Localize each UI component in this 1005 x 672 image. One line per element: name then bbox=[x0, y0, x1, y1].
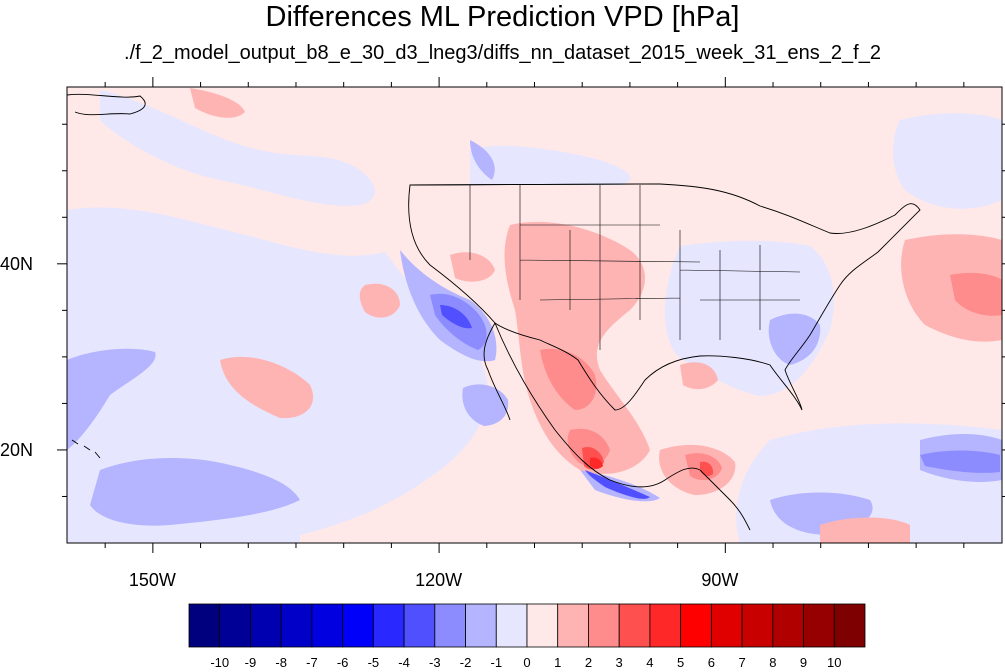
colorbar-label: -5 bbox=[367, 655, 380, 670]
canada-border bbox=[409, 183, 661, 186]
x-tick-label: 150W bbox=[128, 570, 176, 590]
colorbar-label: 6 bbox=[707, 655, 715, 670]
colorbar-label: 5 bbox=[677, 655, 685, 670]
y-tick-label: 20N bbox=[0, 439, 34, 460]
colorbar-swatch bbox=[372, 603, 405, 648]
blue-region bbox=[768, 313, 821, 365]
hawaii-outline bbox=[71, 439, 101, 459]
map-title: Differences ML Prediction VPD [hPa] bbox=[265, 1, 740, 33]
colorbar-swatch bbox=[710, 603, 743, 648]
colorbar-label: 0 bbox=[523, 655, 531, 670]
colorbar-label: 7 bbox=[738, 655, 746, 670]
colorbar-swatch bbox=[588, 603, 620, 648]
colorbar-label: -9 bbox=[244, 655, 257, 670]
colorbar-swatch bbox=[772, 603, 804, 648]
colorbar-label: 10 bbox=[827, 655, 842, 670]
colorbar-label: 1 bbox=[554, 655, 562, 670]
pink-region bbox=[901, 234, 1002, 342]
colorbar-swatch bbox=[188, 603, 221, 648]
blue-region bbox=[470, 140, 495, 180]
difference-shading-layer bbox=[67, 88, 1002, 543]
colorbar-label: 9 bbox=[799, 655, 808, 670]
pink-region bbox=[190, 88, 245, 118]
map-subtitle: ./f_2_model_output_b8_e_30_d3_lneg3/diff… bbox=[124, 42, 881, 64]
light-blue-region bbox=[893, 113, 1002, 209]
red-hotspot bbox=[700, 461, 714, 477]
colorbar-swatch bbox=[680, 603, 712, 648]
blue-region bbox=[67, 348, 156, 450]
colorbar-label: -10 bbox=[210, 655, 230, 670]
colorbar-swatch bbox=[833, 603, 866, 648]
colorbar-label: -7 bbox=[306, 655, 318, 670]
x-tick-label: 90W bbox=[701, 570, 739, 590]
blue-region-strong bbox=[920, 450, 1000, 473]
colorbar-swatch bbox=[219, 603, 251, 648]
colorbar-label: 2 bbox=[584, 655, 593, 670]
colorbar-label: -1 bbox=[490, 655, 503, 670]
pink-region bbox=[680, 362, 718, 390]
colorbar-swatch bbox=[250, 603, 282, 648]
colorbar-swatch bbox=[495, 603, 528, 648]
colorbar-swatch bbox=[465, 603, 497, 648]
colorbar-swatch bbox=[403, 603, 436, 648]
colorbar-swatch bbox=[618, 603, 651, 648]
colorbar-swatch bbox=[526, 603, 559, 648]
colorbar-label: -3 bbox=[429, 655, 441, 670]
colorbar-label: 3 bbox=[615, 655, 623, 670]
pink-region bbox=[450, 252, 495, 282]
mexico-outline bbox=[483, 322, 701, 488]
salmon-region bbox=[950, 272, 1002, 316]
pink-region bbox=[820, 517, 910, 543]
blue-streak bbox=[585, 470, 650, 499]
colorbar bbox=[188, 603, 866, 648]
colorbar-label: 4 bbox=[646, 655, 654, 670]
light-blue-region bbox=[470, 145, 631, 185]
pink-region bbox=[220, 356, 314, 419]
salmon-region bbox=[540, 348, 597, 410]
central-america-outline bbox=[699, 469, 751, 531]
blue-streak bbox=[440, 305, 472, 329]
colorbar-swatch bbox=[311, 603, 344, 648]
state-borders bbox=[469, 185, 801, 350]
light-blue-region bbox=[100, 90, 375, 206]
colorbar-swatch bbox=[342, 603, 374, 648]
alaska-outline bbox=[67, 93, 146, 116]
red-hotspot bbox=[590, 457, 603, 469]
y-tick-label: 40N bbox=[0, 253, 34, 274]
colorbar-swatch bbox=[741, 603, 774, 648]
colorbar-label: -6 bbox=[336, 655, 349, 670]
colorbar-swatch bbox=[649, 603, 682, 648]
colorbar-swatch bbox=[557, 603, 589, 648]
blue-region bbox=[90, 458, 300, 526]
colorbar-swatch bbox=[434, 603, 466, 648]
colorbar-swatch bbox=[803, 603, 835, 648]
us-outline bbox=[408, 183, 921, 411]
pink-region bbox=[504, 221, 650, 474]
colorbar-label: -8 bbox=[275, 655, 287, 670]
colorbar-label: -4 bbox=[398, 655, 410, 670]
colorbar-label: 8 bbox=[769, 655, 777, 670]
coastlines-and-borders bbox=[67, 93, 921, 531]
pink-region bbox=[359, 283, 400, 318]
colorbar-swatch bbox=[280, 603, 313, 648]
blue-region bbox=[462, 384, 509, 426]
colorbar-label: -2 bbox=[459, 655, 472, 670]
x-tick-label: 120W bbox=[415, 570, 463, 590]
